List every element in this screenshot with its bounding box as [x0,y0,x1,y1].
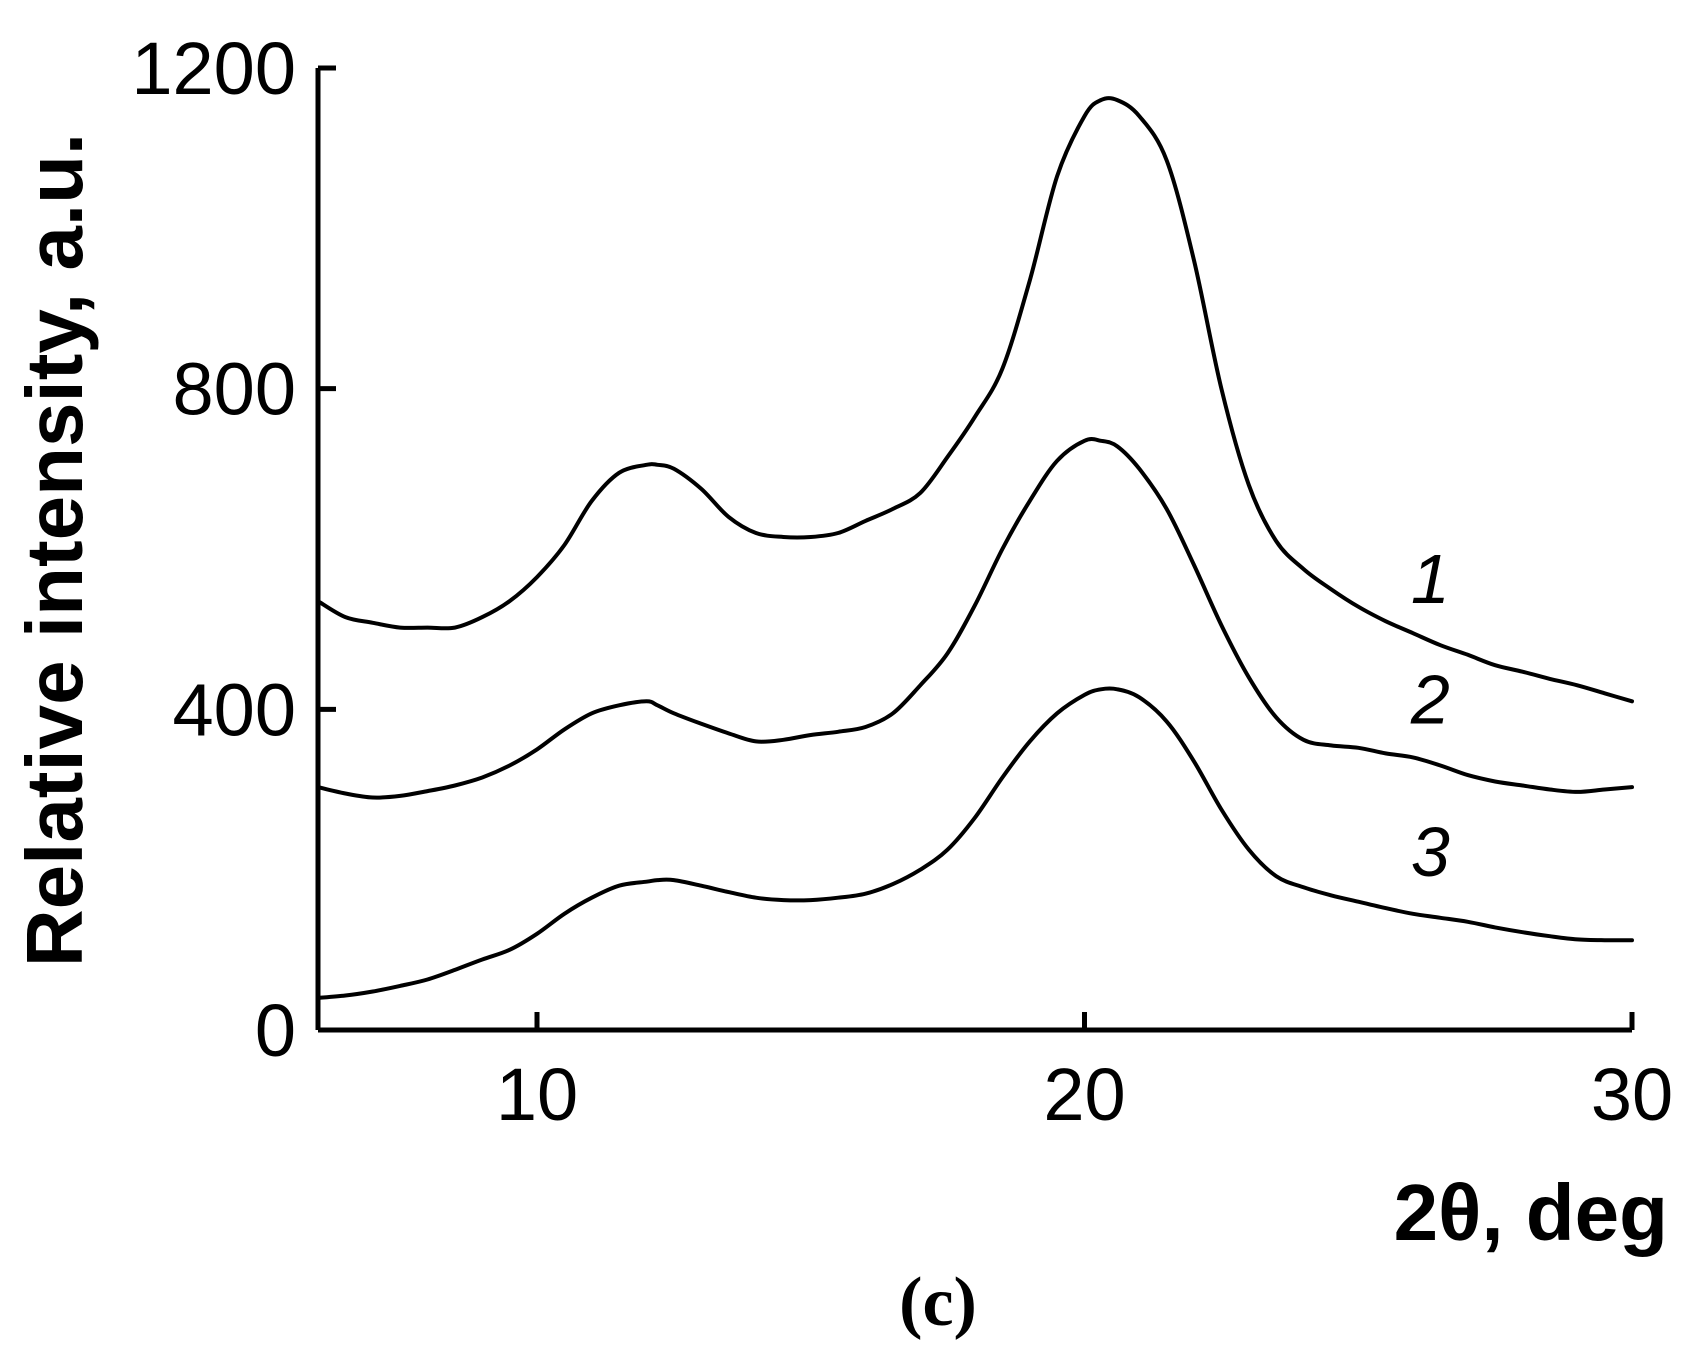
series-2-label: 2 [1410,660,1450,738]
series-3-line [316,686,1634,1000]
series-2-line [316,437,1634,800]
y-tick-label: 800 [173,348,296,431]
y-axis-title: Relative intensity, a.u. [10,133,99,967]
x-tick-label: 30 [1591,1053,1673,1136]
x-tick-label: 20 [1043,1053,1125,1136]
series-1-line [316,96,1634,704]
panel-label: (c) [899,1264,977,1341]
series-curves [316,96,1634,1000]
x-tick-label: 10 [496,1053,578,1136]
ticks: 0 400 800 1200 10 20 30 [131,27,1673,1136]
y-tick-label: 400 [173,668,296,751]
y-tick-label: 0 [255,989,296,1072]
series-labels: 1 2 3 [1410,540,1450,891]
series-3-label: 3 [1411,813,1450,891]
series-1-label: 1 [1411,540,1450,618]
y-tick-label: 1200 [131,27,296,110]
x-axis-title: 2θ, deg [1394,1168,1668,1257]
